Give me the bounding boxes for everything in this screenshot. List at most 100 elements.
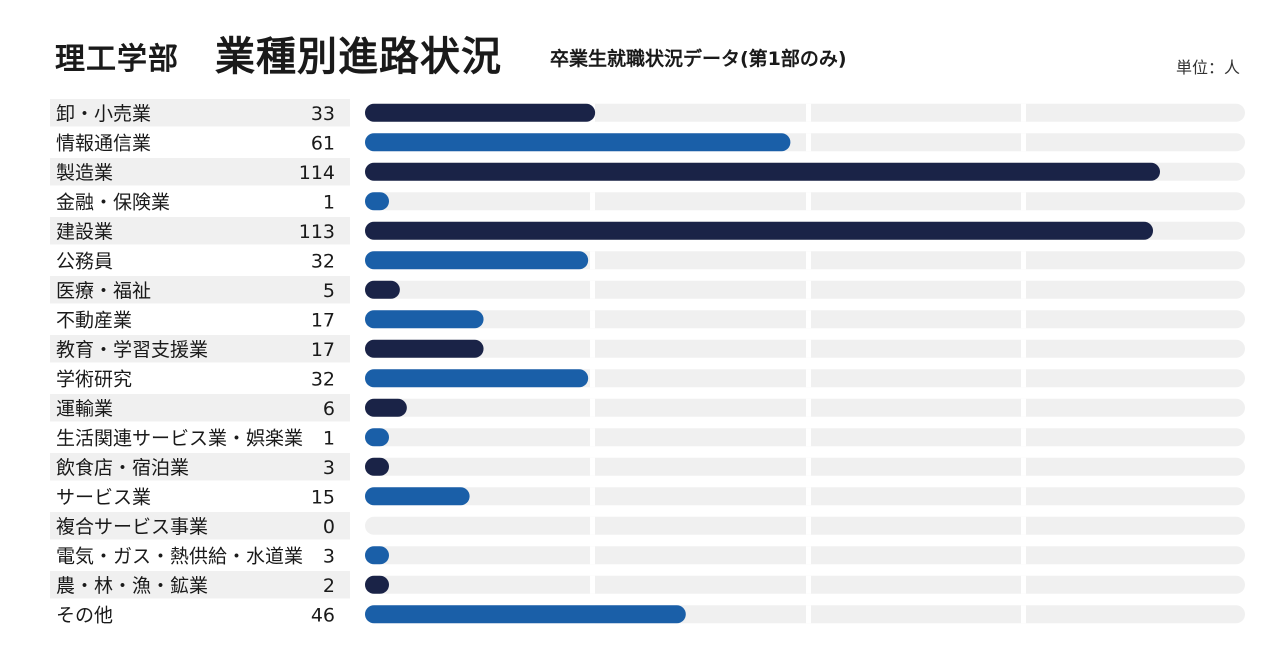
bar-track bbox=[365, 546, 1245, 565]
grid-gap bbox=[806, 280, 811, 299]
category-label: 運輸業 bbox=[56, 398, 113, 420]
grid-gap bbox=[1021, 103, 1026, 122]
data-bar bbox=[365, 162, 1160, 181]
grid-gap bbox=[806, 457, 811, 476]
bar-track bbox=[365, 310, 1245, 329]
value-label: 17 bbox=[311, 339, 335, 361]
label-stripe bbox=[50, 158, 350, 186]
value-label: 33 bbox=[311, 103, 335, 125]
grid-gap bbox=[806, 575, 811, 594]
category-label: サービス業 bbox=[56, 486, 151, 508]
grid-gap bbox=[590, 516, 595, 535]
chart-title: 業種別進路状況 bbox=[215, 34, 502, 80]
grid-gap bbox=[806, 605, 811, 624]
value-label: 32 bbox=[311, 250, 335, 272]
bar-track bbox=[365, 487, 1245, 506]
grid-gap bbox=[806, 251, 811, 270]
grid-gap bbox=[1021, 457, 1026, 476]
chart-subtitle: 卒業生就職状況データ(第1部のみ) bbox=[550, 48, 847, 70]
bar-track bbox=[365, 575, 1245, 594]
data-bar bbox=[365, 280, 400, 299]
value-label: 114 bbox=[299, 162, 335, 184]
category-label: 公務員 bbox=[56, 250, 113, 272]
category-label: 生活関連サービス業・娯楽業 bbox=[56, 427, 303, 449]
value-label: 17 bbox=[311, 309, 335, 331]
bar-track bbox=[365, 428, 1245, 447]
grid-gap bbox=[1021, 575, 1026, 594]
grid-gap bbox=[806, 516, 811, 535]
bar-track bbox=[365, 192, 1245, 211]
grid-gap bbox=[1021, 516, 1026, 535]
category-label: 学術研究 bbox=[56, 368, 132, 390]
grid-gap bbox=[1021, 605, 1026, 624]
data-bar bbox=[365, 605, 686, 624]
grid-gap bbox=[590, 575, 595, 594]
grid-gap bbox=[1021, 369, 1026, 388]
value-label: 1 bbox=[323, 427, 335, 449]
value-label: 113 bbox=[299, 221, 335, 243]
value-label: 32 bbox=[311, 368, 335, 390]
grid-gap bbox=[806, 546, 811, 565]
value-label: 0 bbox=[323, 516, 335, 538]
value-label: 61 bbox=[311, 132, 335, 154]
bar-track bbox=[365, 339, 1245, 358]
label-stripe bbox=[50, 99, 350, 127]
department-title: 理工学部 bbox=[55, 42, 179, 77]
label-stripe bbox=[50, 453, 350, 481]
grid-gap bbox=[806, 398, 811, 417]
bar-track bbox=[365, 516, 1245, 535]
label-stripe bbox=[50, 512, 350, 540]
data-bar bbox=[365, 369, 589, 388]
category-label: 建設業 bbox=[56, 221, 113, 243]
grid-gap bbox=[590, 192, 595, 211]
bar-track bbox=[365, 280, 1245, 299]
category-label: 不動産業 bbox=[56, 309, 132, 331]
grid-gap bbox=[806, 339, 811, 358]
grid-gap bbox=[1021, 398, 1026, 417]
data-bar bbox=[365, 428, 389, 447]
value-label: 5 bbox=[323, 280, 335, 302]
label-stripe bbox=[50, 394, 350, 422]
grid-gap bbox=[806, 428, 811, 447]
grid-gap bbox=[1021, 546, 1026, 565]
grid-gap bbox=[590, 398, 595, 417]
grid-gap bbox=[590, 339, 595, 358]
grid-gap bbox=[1021, 280, 1026, 299]
chart-header: 理工学部 業種別進路状況 卒業生就職状況データ(第1部のみ) 単位：人 bbox=[55, 22, 1245, 82]
grid-gap bbox=[1021, 428, 1026, 447]
label-stripe bbox=[50, 276, 350, 304]
value-label: 6 bbox=[323, 398, 335, 420]
category-label: 複合サービス事業 bbox=[56, 516, 208, 538]
bar-track bbox=[365, 398, 1245, 417]
data-bar bbox=[365, 575, 389, 594]
value-label: 3 bbox=[323, 545, 335, 567]
category-label: その他 bbox=[56, 604, 113, 626]
category-label: 製造業 bbox=[56, 162, 113, 184]
value-label: 1 bbox=[323, 191, 335, 213]
data-bar bbox=[365, 133, 791, 152]
grid-gap bbox=[590, 251, 595, 270]
grid-gap bbox=[806, 103, 811, 122]
grid-gap bbox=[806, 192, 811, 211]
category-label: 教育・学習支援業 bbox=[56, 339, 208, 361]
unit-label: 単位：人 bbox=[1175, 58, 1240, 77]
category-label: 金融・保険業 bbox=[56, 191, 170, 213]
grid-gap bbox=[806, 133, 811, 152]
data-bar bbox=[365, 310, 484, 329]
grid-gap bbox=[806, 487, 811, 506]
value-label: 46 bbox=[311, 604, 335, 626]
category-label: 農・林・漁・鉱業 bbox=[56, 575, 208, 597]
category-label: 情報通信業 bbox=[56, 132, 151, 154]
label-stripe bbox=[50, 335, 350, 363]
data-bar bbox=[365, 457, 389, 476]
grid-gap bbox=[590, 280, 595, 299]
value-label: 3 bbox=[323, 457, 335, 479]
value-label: 15 bbox=[311, 486, 335, 508]
grid-gap bbox=[590, 310, 595, 329]
bar-track bbox=[365, 457, 1245, 476]
grid-gap bbox=[1021, 310, 1026, 329]
grid-gap bbox=[590, 546, 595, 565]
category-label: 電気・ガス・熱供給・水道業 bbox=[56, 545, 303, 567]
grid-gap bbox=[590, 428, 595, 447]
